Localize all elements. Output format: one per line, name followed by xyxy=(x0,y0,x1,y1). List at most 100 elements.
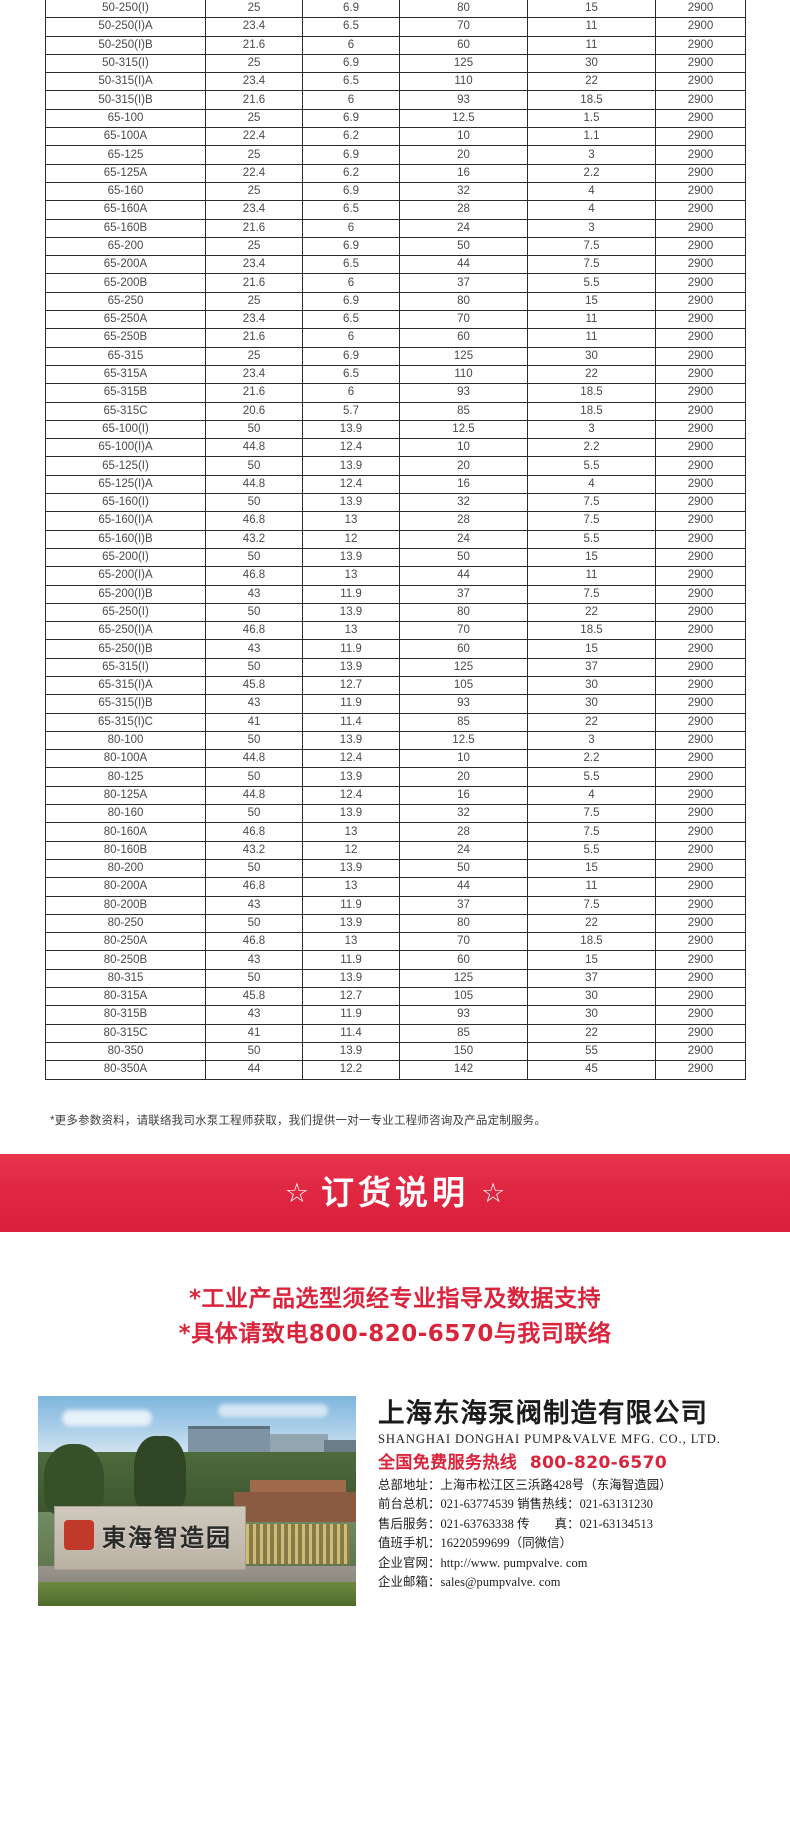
cell-value: 2900 xyxy=(655,840,746,860)
cell-value: 50 xyxy=(205,602,303,623)
cell-value: 13.9 xyxy=(302,419,400,440)
cell-value: 5.5 xyxy=(527,767,656,787)
cell-value: 22.4 xyxy=(205,127,303,147)
product-spec-page: 50-250(I) 25 6.9 80 15 2900 50-250(I)A 23.4 6.5 7… xyxy=(0,0,790,1606)
cell-value: 21.6 xyxy=(205,35,303,55)
table-row: 80-125 50 13.9 20 5.5 2900 xyxy=(45,767,746,787)
promo-block: *工业产品选型须经专业指导及数据支持 *具体请致电800-820-6570与我司… xyxy=(0,1232,790,1378)
cell-value: 2900 xyxy=(655,877,746,897)
cell-value: 2900 xyxy=(655,621,746,641)
cell-value: 11.9 xyxy=(302,694,400,714)
cell-value: 13.9 xyxy=(302,602,400,623)
cell-value: 12.4 xyxy=(302,785,400,806)
cell-value: 2900 xyxy=(655,822,746,842)
cell-value: 12.5 xyxy=(399,108,528,129)
cell-value: 11.9 xyxy=(302,895,400,915)
cell-value: 13.9 xyxy=(302,858,400,879)
cell-value: 7.5 xyxy=(527,255,656,275)
table-row: 65-315(I)C 41 11.4 85 22 2900 xyxy=(45,712,746,732)
cell-value: 125 xyxy=(399,346,528,366)
cell-value: 22 xyxy=(527,913,656,934)
cell-value: 2900 xyxy=(655,163,746,183)
cell-value: 13.9 xyxy=(302,968,400,989)
cell-value: 43.2 xyxy=(205,529,303,549)
cell-value: 37 xyxy=(399,895,528,915)
cell-value: 2900 xyxy=(655,1060,746,1080)
table-row: 65-250A 23.4 6.5 70 11 2900 xyxy=(45,310,746,330)
cell-value: 2900 xyxy=(655,419,746,440)
cell-value: 5.5 xyxy=(527,273,656,293)
cell-value: 2900 xyxy=(655,127,746,147)
cell-value: 21.6 xyxy=(205,218,303,238)
cell-value: 13.9 xyxy=(302,767,400,787)
cell-value: 2900 xyxy=(655,145,746,165)
cell-value: 2900 xyxy=(655,858,746,879)
cell-value: 13 xyxy=(302,822,400,842)
cell-value: 15 xyxy=(527,0,656,19)
cell-value: 2900 xyxy=(655,90,746,110)
cell-value: 10 xyxy=(399,127,528,147)
cell-value: 2900 xyxy=(655,694,746,714)
company-name-cn: 上海东海泵阀制造有限公司 xyxy=(378,1397,708,1429)
cell-value: 46.8 xyxy=(205,621,303,641)
cell-value: 2900 xyxy=(655,346,746,366)
cell-value: 45.8 xyxy=(205,987,303,1007)
cell-value: 20 xyxy=(399,145,528,165)
cell-value: 6.9 xyxy=(302,291,400,312)
cell-value: 70 xyxy=(399,932,528,952)
cell-model: 80-200 xyxy=(45,858,206,879)
cell-model: 65-100A xyxy=(45,127,206,147)
cell-value: 13 xyxy=(302,566,400,586)
cell-value: 11.9 xyxy=(302,639,400,659)
cell-model: 65-125(I)A xyxy=(45,474,206,495)
cell-value: 93 xyxy=(399,1005,528,1025)
table-row: 80-160A 46.8 13 28 7.5 2900 xyxy=(45,822,746,842)
table-row: 65-315(I)A 45.8 12.7 105 30 2900 xyxy=(45,675,746,696)
contact-lines: 总部地址：上海市松江区三浜路428号（东海智造园） 前台总机：021-637745… xyxy=(378,1476,790,1593)
cell-model: 65-315(I)A xyxy=(45,675,206,696)
cell-value: 13 xyxy=(302,621,400,641)
photo-grass xyxy=(38,1581,356,1606)
cell-model: 50-250(I)B xyxy=(45,35,206,55)
table-row: 80-100A 44.8 12.4 10 2.2 2900 xyxy=(45,749,746,769)
cell-value: 43 xyxy=(205,950,303,970)
cell-model: 80-315B xyxy=(45,1005,206,1025)
cell-value: 2900 xyxy=(655,438,746,458)
table-row: 80-350 50 13.9 150 55 2900 xyxy=(45,1041,746,1062)
table-row: 65-160B 21.6 6 24 3 2900 xyxy=(45,218,746,238)
cell-value: 2900 xyxy=(655,35,746,55)
cell-model: 65-125 xyxy=(45,145,206,165)
cell-value: 2900 xyxy=(655,1041,746,1062)
cell-model: 65-200 xyxy=(45,236,206,257)
table-row: 65-200(I)A 46.8 13 44 11 2900 xyxy=(45,566,746,586)
table-row: 80-315B 43 11.9 93 30 2900 xyxy=(45,1005,746,1025)
cell-value: 6.9 xyxy=(302,346,400,366)
cell-model: 80-250 xyxy=(45,913,206,934)
cell-value: 2900 xyxy=(655,804,746,824)
cell-model: 50-250(I) xyxy=(45,0,206,19)
contact-line: 总部地址：上海市松江区三浜路428号（东海智造园） xyxy=(378,1477,672,1492)
cell-value: 25 xyxy=(205,346,303,366)
table-row: 50-315(I)B 21.6 6 93 18.5 2900 xyxy=(45,90,746,110)
cell-value: 23.4 xyxy=(205,200,303,220)
table-row: 65-160(I)A 46.8 13 28 7.5 2900 xyxy=(45,511,746,531)
table-row: 65-200(I) 50 13.9 50 15 2900 xyxy=(45,547,746,568)
cell-value: 5.7 xyxy=(302,401,400,421)
cell-value: 2900 xyxy=(655,1023,746,1043)
cell-value: 4 xyxy=(527,181,656,202)
table-row: 65-315 25 6.9 125 30 2900 xyxy=(45,346,746,366)
cell-model: 65-315B xyxy=(45,383,206,403)
cell-value: 2.2 xyxy=(527,438,656,458)
table-row: 65-160(I)B 43.2 12 24 5.5 2900 xyxy=(45,529,746,549)
cell-model: 65-100 xyxy=(45,108,206,129)
table-row: 65-160A 23.4 6.5 28 4 2900 xyxy=(45,200,746,220)
cell-model: 65-315C xyxy=(45,401,206,421)
cell-value: 3 xyxy=(527,419,656,440)
table-row: 80-250 50 13.9 80 22 2900 xyxy=(45,913,746,934)
cell-model: 65-160B xyxy=(45,218,206,238)
cell-value: 6.9 xyxy=(302,108,400,129)
spec-table-container: 50-250(I) 25 6.9 80 15 2900 50-250(I)A 23.4 6.5 7… xyxy=(45,0,746,1080)
cell-value: 23.4 xyxy=(205,364,303,385)
cell-value: 32 xyxy=(399,493,528,513)
cell-value: 2900 xyxy=(655,218,746,238)
